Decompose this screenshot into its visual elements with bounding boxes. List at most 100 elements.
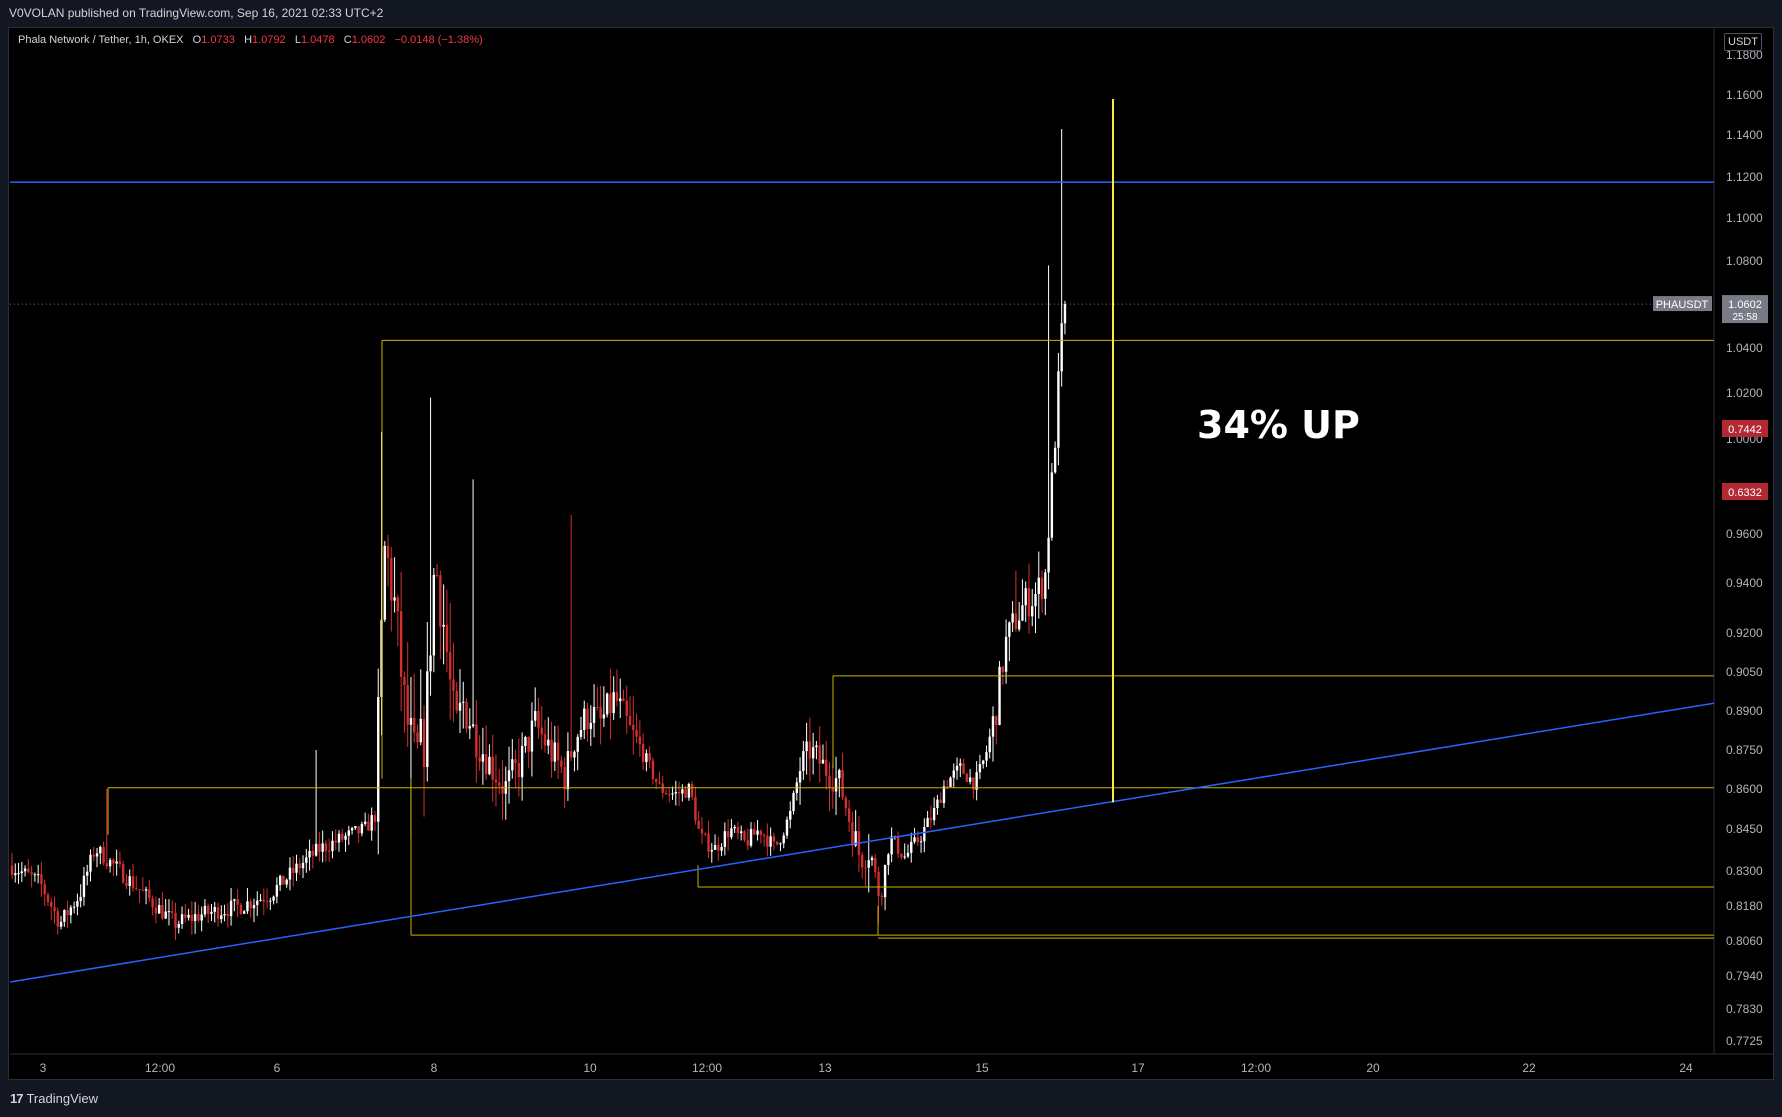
candle-body [43,884,46,895]
open-value: 1.0733 [201,34,235,46]
candle-body [426,671,429,768]
symbol-title: Phala Network / Tether, 1h, OKEX [18,34,184,46]
candle-body [370,815,373,831]
candle-body [30,872,33,875]
candle-body [540,727,543,735]
candle-body [324,843,328,851]
candle-body [896,836,900,854]
candle-body [995,716,998,725]
candle-body [556,742,560,761]
candle-body [36,874,40,876]
candle-body [220,915,223,920]
candle-body [344,835,347,840]
candle-body [27,868,30,873]
candle-body [805,741,808,752]
candle-body [99,846,102,854]
candle-body [998,666,1001,725]
candle-body [704,833,707,835]
candle-body [236,899,239,905]
candle-body [923,827,926,842]
candle-body [350,828,354,831]
open-label: O [192,34,202,46]
candle-body [337,833,341,843]
y-tick-label: 1.0200 [1726,386,1763,400]
candle-body [723,831,727,847]
candle-body [517,762,521,778]
candle-body [511,759,514,771]
candle-body [847,808,851,822]
candle-body [203,905,207,915]
y-tick-label: 1.1800 [1726,48,1763,62]
candle-body [959,763,962,766]
candle-body [968,777,972,782]
candle-body [409,718,413,725]
candle-body [573,751,576,758]
candle-body [76,901,79,907]
candle-body [798,770,802,783]
candle-body [105,863,109,867]
candle-body [919,841,923,843]
candle-body [563,767,566,790]
candle-body [46,894,50,902]
candle-body [144,889,148,891]
candle-body [377,696,380,822]
chart-frame[interactable] [8,27,1774,1080]
candle-body [658,782,661,784]
tradingview-brand: TradingView [26,1091,99,1106]
candle-body [33,874,37,876]
candle-body [213,907,216,912]
candle-body [298,863,301,869]
low-label: L [294,34,301,46]
candle-body [851,821,854,846]
axis-unit-button[interactable]: USDT [1724,33,1762,51]
candle-body [654,778,658,783]
candle-body [239,904,243,914]
candle-body [311,850,315,856]
candle-body [772,836,776,842]
candle-body [265,901,269,903]
y-tick-label: 1.0800 [1726,254,1763,268]
y-tick-label: 0.9200 [1726,626,1763,640]
candle-body [121,864,125,883]
candle-body [775,841,779,845]
candle-body [694,796,697,821]
close-value: 1.0602 [351,34,386,46]
candle-body [550,739,553,762]
candle-body [589,722,592,730]
alert-price-value: 0.6332 [1728,487,1762,499]
candle-body [1008,622,1011,637]
candle-body [844,797,848,809]
candle-body [736,826,740,834]
candle-body [641,744,645,762]
candle-body [553,742,557,762]
candle-body [363,821,367,824]
candle-body [926,817,929,828]
candle-body [831,787,834,792]
candle-body [432,574,436,656]
candle-body [586,708,589,730]
candle-body [1027,588,1031,617]
candle-body [838,770,841,779]
candle-body [314,843,318,856]
candle-body [367,821,370,831]
candle-body [671,793,674,795]
candle-body [825,759,828,776]
candle-body [256,900,259,906]
candle-body [435,574,439,576]
candle-body [726,831,730,838]
candle-body [537,711,540,728]
candle-body [484,754,488,775]
tradingview-logo[interactable]: 17 TradingView [10,1091,98,1106]
y-tick-label: 0.8180 [1726,899,1763,913]
candle-body [939,799,942,803]
candle-body [452,679,455,691]
candle-body [89,854,92,872]
candle-body [1011,613,1014,623]
candle-body [399,611,403,677]
candle-body [1060,323,1063,372]
candle-body [10,865,14,876]
candle-body [138,889,141,891]
candle-body [645,753,648,762]
candle-body [226,914,230,917]
